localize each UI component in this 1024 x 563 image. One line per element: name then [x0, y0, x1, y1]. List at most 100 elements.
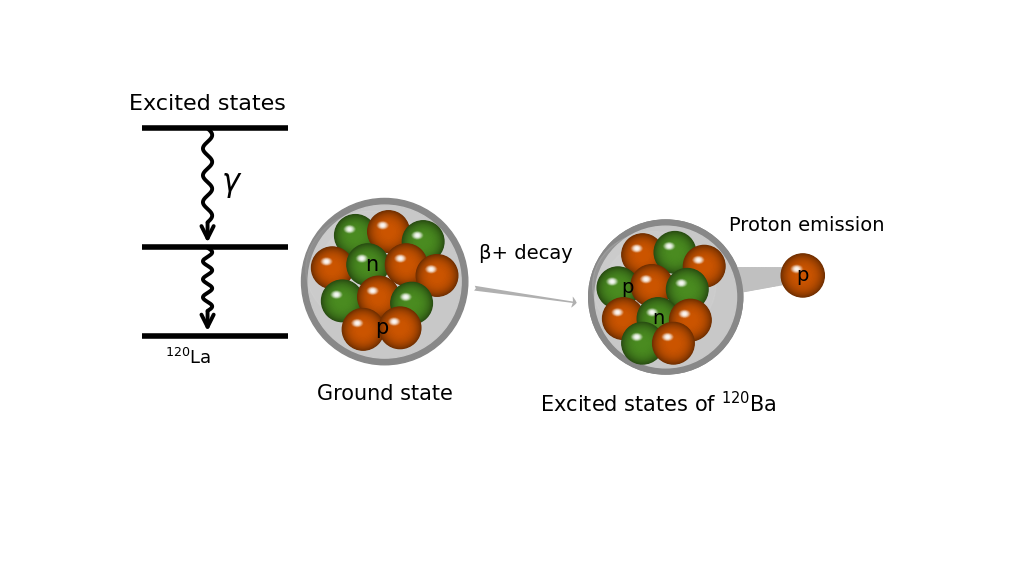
Text: Excited states of $^{120}$Ba: Excited states of $^{120}$Ba [540, 391, 776, 416]
Ellipse shape [669, 245, 670, 247]
Circle shape [622, 323, 664, 364]
Circle shape [354, 321, 372, 338]
Circle shape [352, 319, 374, 340]
Circle shape [670, 300, 711, 341]
Ellipse shape [697, 260, 699, 261]
Circle shape [756, 268, 775, 288]
Text: γ: γ [221, 169, 240, 198]
Circle shape [657, 327, 689, 359]
Circle shape [369, 211, 409, 252]
Ellipse shape [665, 334, 671, 339]
Circle shape [324, 283, 360, 319]
Circle shape [648, 309, 668, 328]
Circle shape [396, 255, 416, 275]
Ellipse shape [650, 311, 654, 314]
Circle shape [689, 251, 720, 282]
Text: n: n [365, 254, 378, 275]
Ellipse shape [391, 319, 397, 324]
Ellipse shape [359, 257, 365, 260]
Circle shape [323, 258, 342, 278]
Circle shape [667, 269, 708, 310]
Circle shape [603, 298, 643, 339]
Circle shape [351, 318, 375, 341]
Circle shape [350, 247, 385, 283]
Ellipse shape [680, 310, 689, 318]
Ellipse shape [634, 336, 639, 339]
Circle shape [355, 253, 380, 276]
Circle shape [404, 224, 441, 260]
Circle shape [694, 256, 714, 276]
Ellipse shape [415, 234, 420, 237]
Circle shape [356, 254, 379, 276]
Circle shape [321, 256, 344, 280]
Circle shape [730, 268, 754, 292]
Circle shape [338, 218, 373, 252]
Circle shape [662, 331, 685, 355]
Circle shape [342, 222, 370, 249]
Circle shape [371, 214, 407, 249]
Circle shape [685, 315, 695, 325]
Circle shape [613, 283, 623, 293]
Circle shape [379, 222, 398, 242]
Circle shape [384, 311, 417, 344]
Circle shape [631, 265, 673, 306]
Circle shape [610, 306, 636, 332]
Ellipse shape [392, 320, 396, 323]
Circle shape [323, 281, 362, 321]
Ellipse shape [428, 267, 434, 271]
Circle shape [683, 313, 697, 327]
Circle shape [642, 303, 674, 334]
Ellipse shape [333, 292, 340, 297]
Circle shape [413, 231, 434, 253]
Circle shape [640, 300, 676, 337]
Ellipse shape [676, 279, 687, 287]
Ellipse shape [392, 320, 396, 323]
Circle shape [658, 329, 688, 358]
Circle shape [640, 301, 676, 336]
Circle shape [387, 245, 426, 284]
Circle shape [656, 326, 690, 360]
Circle shape [682, 312, 698, 329]
Circle shape [589, 220, 742, 374]
Circle shape [638, 299, 678, 338]
Circle shape [324, 260, 341, 276]
Ellipse shape [430, 269, 432, 270]
Circle shape [659, 237, 690, 268]
Circle shape [785, 258, 820, 293]
Circle shape [606, 276, 630, 300]
Ellipse shape [346, 227, 353, 231]
Circle shape [335, 215, 376, 256]
Ellipse shape [664, 334, 672, 340]
Text: $^{120}$La: $^{120}$La [165, 348, 212, 368]
Circle shape [628, 240, 657, 269]
Circle shape [675, 305, 706, 336]
Circle shape [350, 316, 376, 342]
Circle shape [329, 287, 356, 315]
Circle shape [419, 257, 456, 294]
Circle shape [654, 232, 695, 272]
Circle shape [394, 286, 429, 320]
Circle shape [715, 268, 741, 294]
Circle shape [733, 268, 757, 291]
Circle shape [324, 282, 361, 320]
Ellipse shape [613, 310, 622, 315]
Circle shape [673, 275, 702, 304]
Circle shape [346, 312, 380, 346]
Circle shape [667, 336, 680, 350]
Circle shape [347, 244, 388, 285]
Circle shape [416, 235, 430, 248]
Circle shape [631, 331, 654, 355]
Circle shape [660, 330, 686, 356]
Circle shape [323, 282, 361, 320]
Circle shape [774, 268, 792, 284]
Circle shape [391, 283, 432, 324]
Circle shape [373, 215, 404, 248]
Circle shape [301, 199, 468, 365]
Circle shape [669, 271, 706, 307]
Circle shape [397, 289, 425, 317]
Circle shape [360, 279, 396, 315]
Circle shape [382, 310, 418, 346]
Circle shape [647, 280, 656, 291]
Circle shape [399, 258, 413, 271]
Circle shape [655, 325, 691, 361]
